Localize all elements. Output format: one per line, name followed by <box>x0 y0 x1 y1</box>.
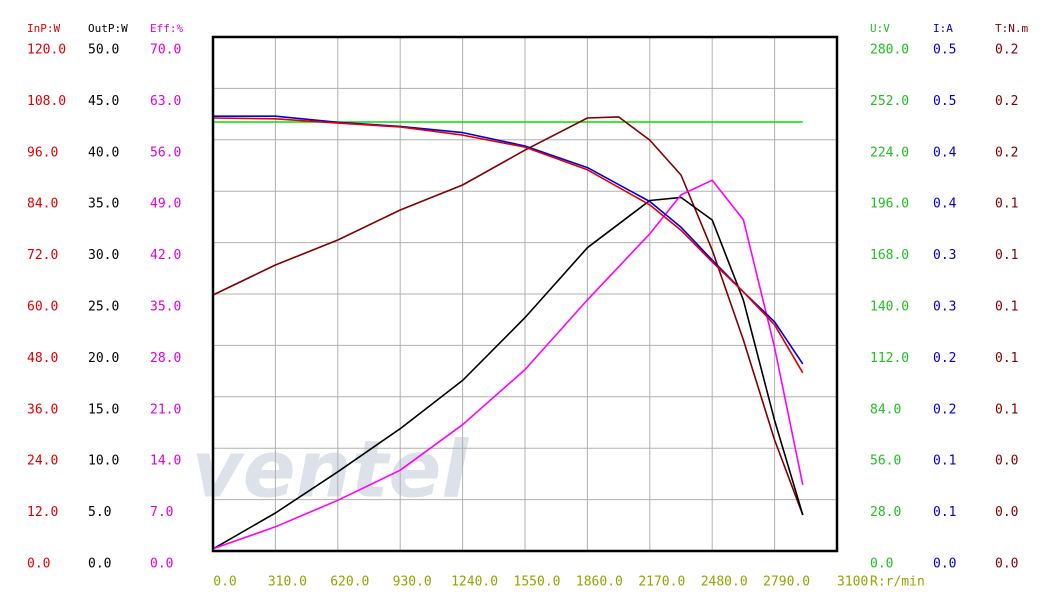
x-tick-label: 2790.0 <box>763 575 810 590</box>
y-tick-label: 108.0 <box>27 94 66 109</box>
y-tick-label: 0.5 <box>933 43 956 58</box>
y-tick-label: 0.0 <box>995 454 1018 469</box>
y-tick-label: 24.0 <box>27 454 58 469</box>
y-tick-label: 0.1 <box>995 300 1018 315</box>
x-tick-label: 1860.0 <box>576 575 623 590</box>
x-tick-label: 0.0 <box>213 575 236 590</box>
y-tick-label: 0.0 <box>870 557 893 572</box>
y-tick-label: 84.0 <box>870 402 901 417</box>
y-tick-label: 0.2 <box>933 402 956 417</box>
y-tick-label: 140.0 <box>870 300 909 315</box>
y-tick-label: 45.0 <box>88 94 119 109</box>
x-tick-label: 2480.0 <box>701 575 748 590</box>
y-tick-label: 0.2 <box>933 351 956 366</box>
y-tick-label: 60.0 <box>27 300 58 315</box>
y-tick-label: 224.0 <box>870 145 909 160</box>
y-tick-label: 14.0 <box>150 454 181 469</box>
y-tick-label: 120.0 <box>27 43 66 58</box>
y-tick-label: 36.0 <box>27 402 58 417</box>
series-line <box>212 116 804 516</box>
y-tick-label: 20.0 <box>88 351 119 366</box>
y-tick-label: 56.0 <box>870 454 901 469</box>
y-tick-label: 0.1 <box>995 351 1018 366</box>
x-tick-label: 310.0 <box>268 575 307 590</box>
y-tick-label: 196.0 <box>870 197 909 212</box>
watermark: ventel <box>192 425 469 515</box>
y-tick-label: 0.1 <box>995 197 1018 212</box>
y-tick-label: 0.2 <box>995 43 1018 58</box>
x-tick-label: 1240.0 <box>451 575 498 590</box>
y-tick-label: 35.0 <box>88 197 119 212</box>
y-axis-label: Eff:% <box>150 22 183 35</box>
y-tick-label: 280.0 <box>870 43 909 58</box>
y-tick-label: 0.0 <box>27 557 50 572</box>
y-tick-label: 25.0 <box>88 300 119 315</box>
y-tick-label: 0.2 <box>995 145 1018 160</box>
y-tick-label: 12.0 <box>27 505 58 520</box>
x-tick-label: 1550.0 <box>514 575 561 590</box>
y-tick-label: 0.4 <box>933 145 957 160</box>
y-tick-label: 0.0 <box>995 557 1018 572</box>
y-axis-label: OutP:W <box>88 22 128 35</box>
y-tick-label: 35.0 <box>150 300 181 315</box>
y-axis-label: T:N.m <box>995 22 1028 35</box>
y-tick-label: 49.0 <box>150 197 181 212</box>
y-tick-label: 0.5 <box>933 94 956 109</box>
y-tick-label: 112.0 <box>870 351 909 366</box>
y-tick-label: 28.0 <box>150 351 181 366</box>
y-axis-label: InP:W <box>27 22 60 35</box>
y-tick-label: 21.0 <box>150 402 181 417</box>
y-tick-label: 0.1 <box>933 505 956 520</box>
y-tick-label: 50.0 <box>88 43 119 58</box>
y-tick-label: 63.0 <box>150 94 181 109</box>
y-tick-label: 168.0 <box>870 248 909 263</box>
series-line <box>212 196 804 550</box>
y-tick-label: 0.2 <box>995 94 1018 109</box>
y-axis-label: U:V <box>870 22 890 35</box>
y-tick-label: 5.0 <box>88 505 111 520</box>
y-tick-label: 0.3 <box>933 300 956 315</box>
y-tick-label: 252.0 <box>870 94 909 109</box>
plot-frame <box>211 35 839 553</box>
y-tick-label: 0.0 <box>933 557 956 572</box>
y-tick-label: 30.0 <box>88 248 119 263</box>
y-tick-label: 0.1 <box>995 248 1018 263</box>
y-tick-label: 48.0 <box>27 351 58 366</box>
y-tick-label: 0.3 <box>933 248 956 263</box>
y-tick-label: 10.0 <box>88 454 119 469</box>
y-tick-label: 15.0 <box>88 402 119 417</box>
y-tick-label: 0.1 <box>995 402 1018 417</box>
y-tick-label: 42.0 <box>150 248 181 263</box>
series-line <box>212 179 804 550</box>
y-tick-label: 84.0 <box>27 197 58 212</box>
x-tick-label: 2170.0 <box>638 575 685 590</box>
y-tick-label: 0.0 <box>88 557 111 572</box>
y-tick-label: 0.1 <box>933 454 956 469</box>
y-axis-label: I:A <box>933 22 953 35</box>
y-tick-label: 0.0 <box>150 557 173 572</box>
y-tick-label: 56.0 <box>150 145 181 160</box>
y-tick-label: 0.0 <box>995 505 1018 520</box>
y-tick-label: 28.0 <box>870 505 901 520</box>
x-tick-label: 620.0 <box>330 575 369 590</box>
y-tick-label: 72.0 <box>27 248 58 263</box>
y-tick-label: 96.0 <box>27 145 58 160</box>
x-axis-label: R:r/min <box>870 575 925 590</box>
series-line <box>212 117 804 374</box>
x-tick-label: 3100 <box>837 575 868 590</box>
y-tick-label: 7.0 <box>150 505 173 520</box>
y-tick-label: 70.0 <box>150 43 181 58</box>
y-tick-label: 40.0 <box>88 145 119 160</box>
y-tick-label: 0.4 <box>933 197 957 212</box>
x-tick-label: 930.0 <box>393 575 432 590</box>
